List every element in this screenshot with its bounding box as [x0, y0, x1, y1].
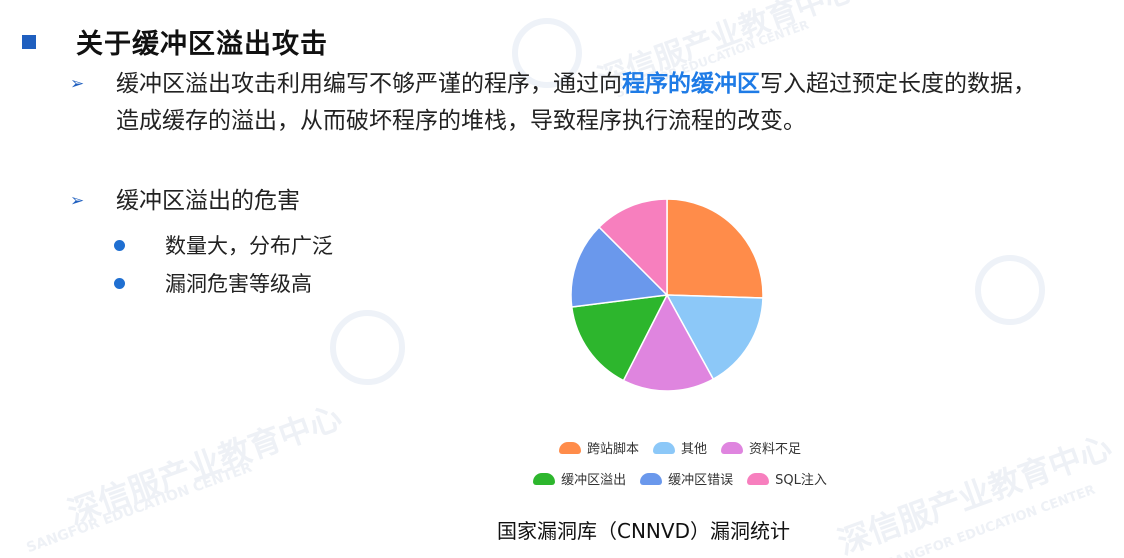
pie-slice-3	[622, 293, 715, 392]
highlight-buffer-text: 程序的缓冲区	[622, 71, 760, 97]
pie-slice-1	[666, 198, 764, 299]
bullet-harm-text: 缓冲区溢出的危害	[116, 188, 300, 214]
sub-bullet-severity-text: 漏洞危害等级高	[165, 272, 312, 296]
vulnerability-pie-chart	[570, 198, 764, 392]
arrow-bullet-icon: ➢	[70, 191, 85, 211]
legend-swatch-icon	[640, 472, 663, 485]
legend-item[interactable]: SQL注入	[747, 469, 827, 488]
bullet-definition-part1: 缓冲区溢出攻击利用编写不够严谨的程序，通过向	[116, 71, 622, 97]
legend-swatch-icon	[747, 472, 770, 485]
legend-label: 缓冲区错误	[668, 473, 734, 488]
bullet-definition-part2: 写入超过预定长度的数据，造成缓存的溢出，从而破坏程序的堆栈，导致程序执行流程的改…	[116, 71, 1036, 134]
watermark-text: 深信服产业教育中心	[832, 427, 1117, 558]
arrow-bullet-icon: ➢	[70, 74, 85, 94]
dot-bullet-icon	[114, 277, 125, 289]
sub-bullet-quantity: 数量大，分布广泛	[114, 230, 333, 260]
sub-bullet-severity: 漏洞危害等级高	[114, 268, 312, 298]
bullet-definition: ➢ 缓冲区溢出攻击利用编写不够严谨的程序，通过向程序的缓冲区写入超过预定长度的数…	[70, 66, 1056, 140]
legend-label: 缓冲区溢出	[561, 473, 627, 488]
square-bullet-icon	[22, 34, 36, 49]
legend-label: 其他	[680, 442, 707, 457]
pie-slice-5	[570, 226, 669, 308]
legend-item[interactable]: 其他	[652, 438, 707, 457]
pie-slice-6	[598, 198, 668, 297]
watermark-text: 深信服产业教育中心	[62, 397, 347, 532]
legend-swatch-icon	[652, 441, 675, 454]
watermark-text-en: SANGFOR EDUCATION CENTER	[24, 459, 255, 557]
legend-item[interactable]: 缓冲区错误	[640, 469, 733, 488]
pie-slice-4	[570, 294, 669, 382]
bullet-definition-text: 缓冲区溢出攻击利用编写不够严谨的程序，通过向程序的缓冲区写入超过预定长度的数据，…	[116, 66, 1056, 140]
bullet-harm: ➢ 缓冲区溢出的危害	[70, 183, 1056, 220]
legend-swatch-icon	[558, 441, 581, 454]
legend-swatch-icon	[533, 472, 556, 485]
slide-title: 关于缓冲区溢出攻击	[76, 29, 328, 60]
dot-bullet-icon	[114, 239, 125, 251]
legend-label: 跨站脚本	[586, 442, 639, 457]
pie-slice-2	[665, 294, 764, 381]
legend-item[interactable]: 跨站脚本	[558, 438, 639, 457]
legend-label: 资料不足	[749, 442, 802, 457]
sub-bullet-quantity-text: 数量大，分布广泛	[165, 234, 333, 258]
legend-label: SQL注入	[775, 473, 827, 488]
legend-item[interactable]: 资料不足	[721, 438, 801, 457]
chart-caption: 国家漏洞库（CNNVD）漏洞统计	[497, 519, 790, 543]
watermark-text-en: SANGFOR EDUCATION CENTER	[884, 482, 1098, 558]
watermark-logo-circle	[975, 255, 1045, 325]
legend-row-2: 缓冲区溢出 缓冲区错误 SQL注入	[530, 469, 830, 488]
slide-title-row: 关于缓冲区溢出攻击	[22, 22, 328, 61]
legend-item[interactable]: 缓冲区溢出	[533, 469, 626, 488]
legend-row-1: 跨站脚本 其他 资料不足	[530, 438, 830, 457]
watermark-logo-circle	[330, 310, 405, 385]
legend-swatch-icon	[721, 441, 743, 454]
chart-legend: 跨站脚本 其他 资料不足缓冲区溢出 缓冲区错误 SQL注入	[530, 438, 830, 500]
